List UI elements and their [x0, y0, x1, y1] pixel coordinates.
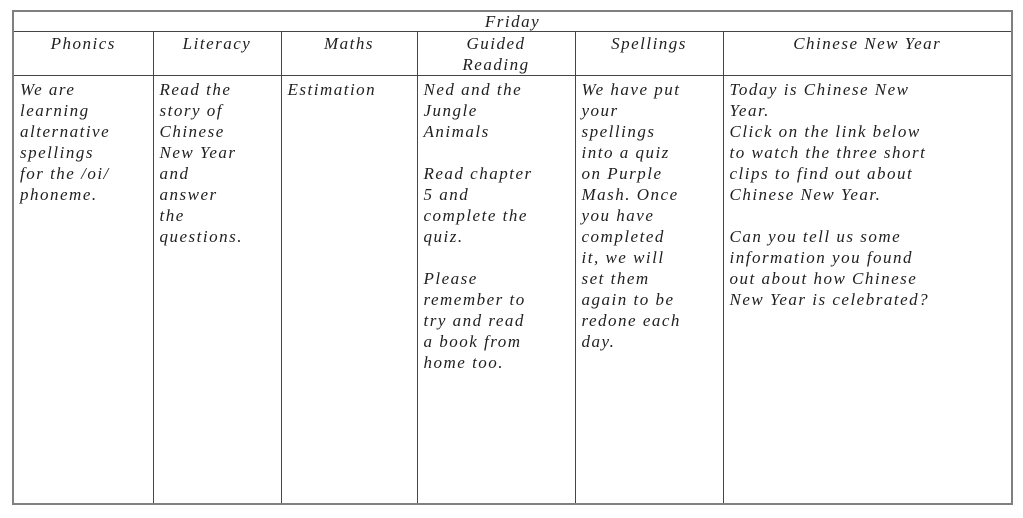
day-title: Friday: [12, 10, 1013, 32]
day-title-row: Friday: [12, 10, 1013, 32]
cell-guided-reading: Ned and the Jungle Animals Read chapter …: [416, 75, 576, 505]
friday-timetable: Friday Phonics Literacy Maths Guided Rea…: [12, 10, 1013, 505]
subject-header-row: Phonics Literacy Maths Guided Reading Sp…: [12, 31, 1013, 76]
cell-chinese-new-year: Today is Chinese New Year. Click on the …: [722, 75, 1013, 505]
col-header-guided-reading: Guided Reading: [416, 31, 576, 76]
col-header-chinese-new-year: Chinese New Year: [722, 31, 1013, 76]
cell-literacy: Read the story of Chinese New Year and a…: [152, 75, 282, 505]
col-header-literacy: Literacy: [152, 31, 282, 76]
lesson-content-row: We are learning alternative spellings fo…: [12, 75, 1013, 505]
col-header-spellings: Spellings: [574, 31, 724, 76]
cell-spellings: We have put your spellings into a quiz o…: [574, 75, 724, 505]
cell-maths: Estimation: [280, 75, 418, 505]
cell-phonics: We are learning alternative spellings fo…: [12, 75, 154, 505]
col-header-maths: Maths: [280, 31, 418, 76]
col-header-phonics: Phonics: [12, 31, 154, 76]
